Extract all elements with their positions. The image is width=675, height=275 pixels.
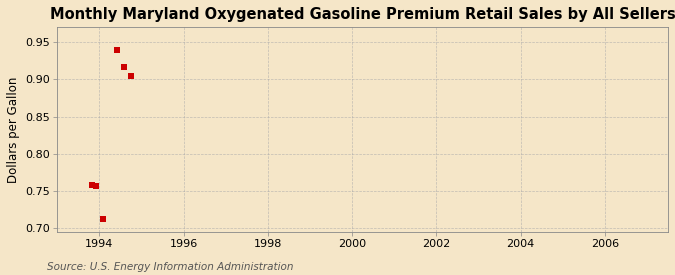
Point xyxy=(126,73,136,78)
Title: Monthly Maryland Oxygenated Gasoline Premium Retail Sales by All Sellers: Monthly Maryland Oxygenated Gasoline Pre… xyxy=(50,7,675,22)
Point xyxy=(111,48,122,53)
Point xyxy=(97,217,108,221)
Y-axis label: Dollars per Gallon: Dollars per Gallon xyxy=(7,76,20,183)
Point xyxy=(90,183,101,188)
Text: Source: U.S. Energy Information Administration: Source: U.S. Energy Information Administ… xyxy=(47,262,294,272)
Point xyxy=(118,65,129,70)
Point xyxy=(87,183,98,187)
